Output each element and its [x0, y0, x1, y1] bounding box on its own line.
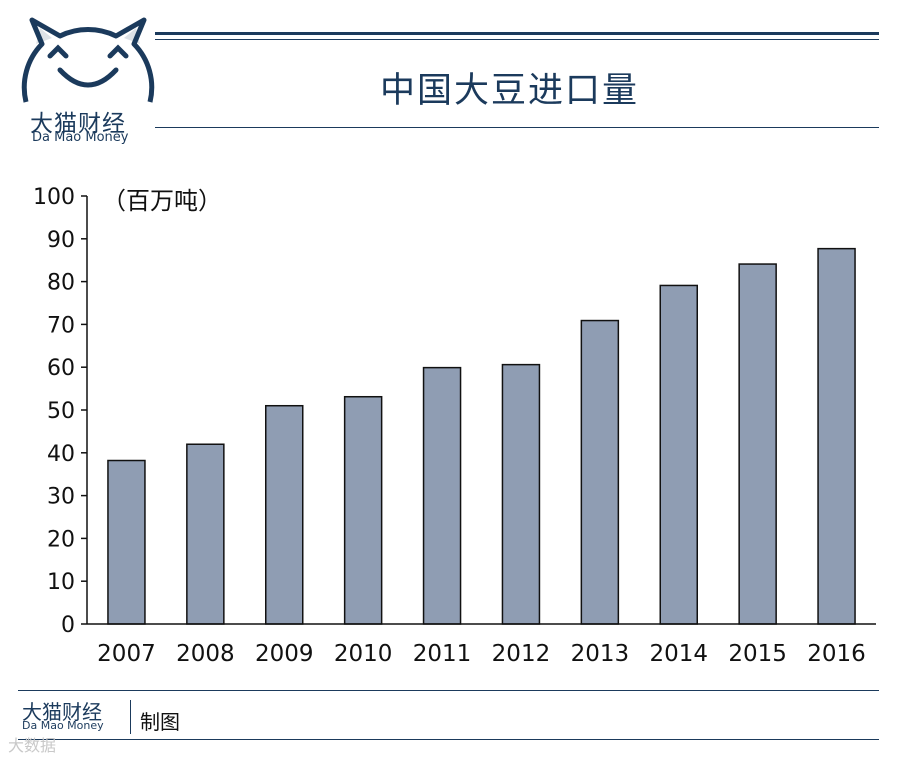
- footer-separator: [130, 700, 131, 734]
- bar-2011: [422, 366, 462, 625]
- header-rule-top-1: [155, 32, 879, 35]
- bar-2007: [107, 459, 146, 625]
- x-tick-label: 2007: [97, 641, 156, 667]
- chart-title: 中国大豆进口量: [380, 71, 640, 111]
- bar-2012: [501, 363, 541, 625]
- y-tick-label: 40: [47, 442, 75, 467]
- x-tick-label: 2014: [649, 641, 708, 667]
- logo-brand-name: 大猫财经: [30, 111, 126, 137]
- x-tick-label: 2012: [492, 641, 551, 667]
- bar-2013: [580, 319, 620, 625]
- bar-2008: [186, 443, 225, 625]
- x-tick-label: 2008: [176, 641, 235, 667]
- footer-credit: 制图: [140, 710, 180, 734]
- watermark: 大数据: [8, 736, 57, 755]
- logo-brand-name-en: Da Mao Money: [32, 130, 129, 145]
- x-tick-label: 2016: [807, 641, 866, 667]
- x-tick-label: 2009: [255, 641, 314, 667]
- x-tick-label: 2015: [728, 641, 787, 667]
- y-tick-label: 80: [47, 271, 75, 296]
- y-tick-label: 70: [47, 313, 75, 338]
- bar-2015: [738, 263, 777, 625]
- header-rule-bottom: [155, 127, 879, 128]
- footer-rule-top: [18, 690, 879, 691]
- footer-brand-name-en: Da Mao Money: [22, 719, 104, 732]
- unit-label: （百万吨）: [102, 187, 222, 215]
- bar-2009: [265, 404, 304, 625]
- y-tick-label: 90: [47, 228, 75, 253]
- brand-logo: 大猫财经 Da Mao Money: [20, 14, 160, 146]
- bar-2016: [817, 247, 856, 625]
- y-tick-label: 30: [47, 485, 75, 510]
- x-tick-label: 2010: [334, 641, 393, 667]
- y-tick-label: 10: [47, 570, 75, 595]
- y-tick-label: 60: [47, 356, 75, 381]
- x-tick-label: 2011: [413, 641, 472, 667]
- bar-2010: [343, 395, 383, 625]
- footer-rule-bottom: [18, 739, 879, 740]
- y-tick-label: 50: [47, 399, 75, 424]
- cat-logo-icon: [21, 17, 155, 103]
- header-rule-top-2: [155, 39, 879, 40]
- y-tick-label: 20: [47, 527, 75, 552]
- bar-chart: 0 10 20 30 40 50 60 70 80 90 100 2007 2008 2009 2010 20…: [33, 185, 876, 667]
- y-tick-label: 100: [33, 185, 75, 210]
- x-tick-label: 2013: [571, 641, 630, 667]
- footer-brand-name: 大猫财经: [22, 700, 102, 724]
- y-tick-label: 0: [61, 613, 75, 638]
- bar-2014: [659, 284, 698, 625]
